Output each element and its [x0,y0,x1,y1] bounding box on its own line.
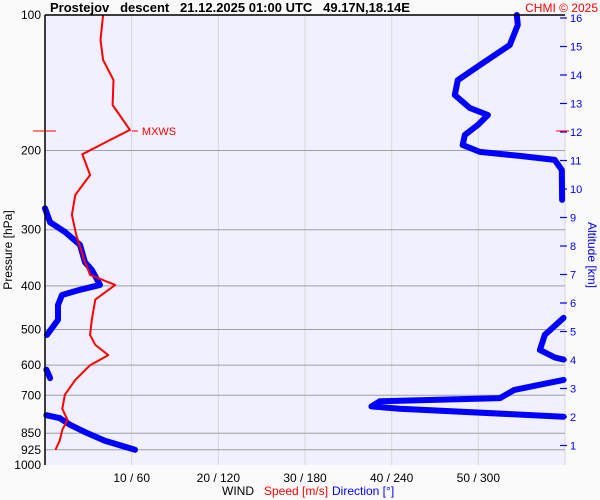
altitude-tick-label: 2 [570,412,576,424]
altitude-tick-label: 7 [570,270,576,282]
y-tick-label: 200 [21,143,41,157]
altitude-tick-label: 5 [570,327,576,339]
direction-line-segment [536,314,567,363]
x-axis-label-speed: Speed [m/s] [264,484,328,498]
altitude-tick-label: 3 [570,384,576,396]
y2-axis-label: Altitude [km] [585,222,599,288]
y-tick-label: 700 [21,388,41,402]
direction-line-segment [451,12,566,203]
altitude-tick-label: 4 [570,355,576,367]
max-wind-label: MXWS [142,126,176,138]
direction-line-segment [368,376,567,420]
direction-line-segment [43,412,138,453]
altitude-tick-label: 14 [570,70,582,82]
chart-title: Prostejov descent 21.12.2025 01:00 UTC 4… [50,0,410,15]
direction-line-segment [43,366,54,382]
altitude-tick-label: 10 [570,184,582,196]
altitude-tick-label: 1 [570,441,576,453]
altitude-tick-label: 6 [570,298,576,310]
altitude-tick-label: 16 [570,13,582,25]
y-tick-label: 850 [21,426,41,440]
y-tick-label: 100 [21,8,41,22]
credit-label: CHMI © 2025 [525,1,598,15]
y-tick-label: 400 [21,279,41,293]
altitude-tick-label: 11 [570,156,581,168]
altitude-tick-label: 9 [570,213,576,225]
speed-line [54,14,131,451]
altitude-tick-label: 13 [570,99,582,111]
y-tick-label: 925 [21,443,41,457]
altitude-tick-label: 15 [570,42,582,54]
x-tick-label: 50 / 300 [457,471,501,485]
x-tick-label: 40 / 240 [370,471,414,485]
y-tick-label: 500 [21,323,41,337]
altitude-tick-label: 8 [570,241,576,253]
x-axis-label-wind: WIND [222,484,254,498]
x-tick-label: 10 / 60 [113,471,150,485]
x-tick-label: 30 / 180 [283,471,327,485]
y-tick-label: 600 [21,358,41,372]
x-axis-label-direction: Direction [°] [332,484,394,498]
altitude-tick-label: 12 [570,127,582,139]
y-tick-label: 1000 [14,458,41,472]
x-tick-label: 20 / 120 [197,471,241,485]
y-axis-label: Pressure [hPa] [1,210,15,289]
y-tick-label: 300 [21,223,41,237]
